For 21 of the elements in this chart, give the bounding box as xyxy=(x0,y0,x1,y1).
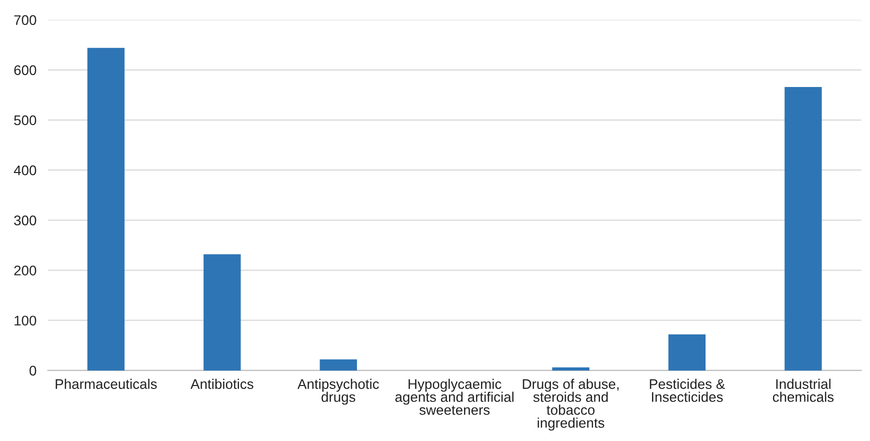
bar xyxy=(668,334,706,370)
x-tick-label: Antibiotics xyxy=(190,378,254,389)
x-tick-label: Antipsychotic drugs xyxy=(297,378,379,405)
y-tick-label: 600 xyxy=(14,65,36,76)
bar xyxy=(552,367,590,370)
bar xyxy=(87,48,125,370)
y-tick-label: 700 xyxy=(14,15,36,26)
x-tick-label: Pesticides & Insecticides xyxy=(650,378,725,402)
bar xyxy=(204,254,241,370)
y-tick-label: 100 xyxy=(14,316,36,326)
y-tick-label: 500 xyxy=(14,115,36,126)
bar xyxy=(320,359,357,370)
y-tick-label: 0 xyxy=(30,366,36,376)
x-tick-label: Pharmaceuticals xyxy=(56,378,157,389)
y-tick-label: 400 xyxy=(14,165,36,176)
x-tick-label: Drugs of abuse, steroids and tobacco ingredients xyxy=(522,378,619,431)
y-tick-label: 200 xyxy=(14,266,36,276)
x-tick-label: Industrial chemicals xyxy=(772,378,834,402)
x-tick-label: Hypoglycaemic agents and artificial sweeteners xyxy=(395,378,514,415)
y-tick-label: 300 xyxy=(14,216,36,226)
bar xyxy=(784,86,822,370)
